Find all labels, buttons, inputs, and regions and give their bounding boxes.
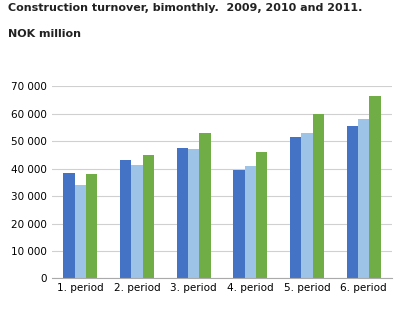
Text: Construction turnover, bimonthly.  2009, 2010 and 2011.: Construction turnover, bimonthly. 2009, … [8,3,362,13]
Bar [143,155,154,278]
Bar [63,173,75,278]
Bar [120,160,131,278]
Bar [188,149,199,278]
Legend: 2009, 2010, 2011: 2009, 2010, 2011 [114,319,330,320]
Bar [75,185,86,278]
Text: NOK million: NOK million [8,29,81,39]
Bar [358,119,369,278]
Bar [256,152,267,278]
Bar [301,133,313,278]
Bar [313,114,324,278]
Bar [245,166,256,278]
Bar [290,137,301,278]
Bar [233,170,245,278]
Bar [177,148,188,278]
Bar [347,126,358,278]
Bar [131,164,143,278]
Bar [369,96,381,278]
Bar [86,174,97,278]
Bar [199,133,211,278]
